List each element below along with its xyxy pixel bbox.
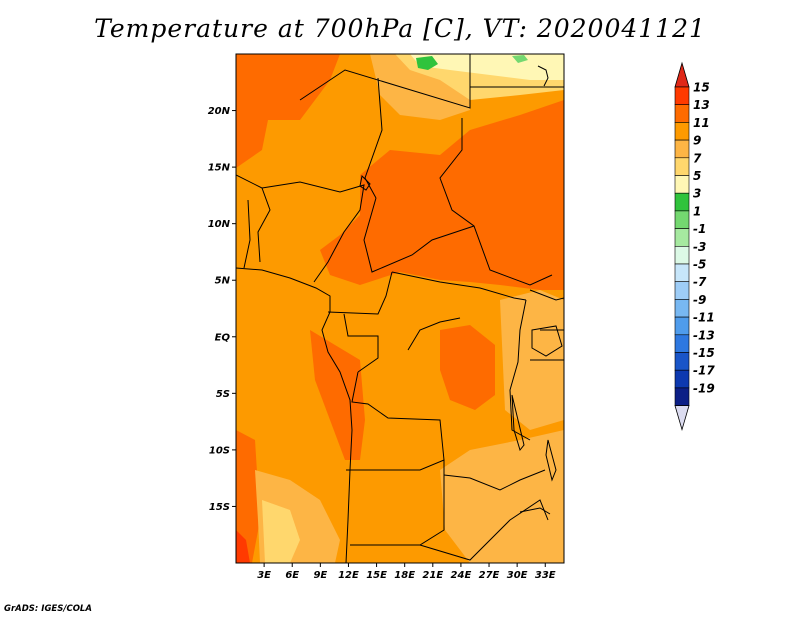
- river-congo: [407, 317, 461, 351]
- field-region-sw-corner: [236, 530, 250, 563]
- colorbar-swatch: [674, 139, 690, 159]
- lake-kariba: [519, 507, 551, 515]
- border-benin-togo: [243, 199, 251, 269]
- colorbar-label: -5: [693, 258, 706, 272]
- border-angola: [346, 459, 445, 546]
- lon-tick-label: 27E: [479, 570, 500, 581]
- colorbar-swatch: [674, 210, 690, 229]
- lon-tick-label: 12E: [338, 570, 359, 581]
- temperature-field: [236, 54, 564, 563]
- colorbar-label: 15: [693, 81, 710, 95]
- field-region-green-patch-2: [512, 55, 528, 63]
- longitude-axis: 3E 6E 9E 12E 15E 18E 21E 24E 27E 30E 33E: [257, 563, 556, 581]
- colorbar-label: 7: [693, 151, 702, 165]
- colorbar-label: -1: [693, 222, 706, 236]
- colorbar-label: 3: [693, 187, 701, 201]
- colorbar-swatch: [674, 157, 690, 176]
- lat-tick-label: 5S: [216, 389, 230, 400]
- colorbar-label: -13: [693, 328, 715, 342]
- lon-tick-label: 3E: [257, 570, 271, 581]
- lat-tick-label: 10S: [209, 445, 230, 456]
- lake-tanganyika: [511, 394, 525, 452]
- border-gabon-congo: [343, 313, 379, 373]
- lake-victoria: [531, 325, 563, 357]
- colorbar-swatch: [674, 263, 690, 283]
- lat-tick-label: 20N: [208, 106, 231, 117]
- coastline: [236, 267, 353, 563]
- colorbar-label: 11: [693, 116, 710, 130]
- border-east-1: [529, 289, 564, 301]
- field-region-green-patch: [416, 56, 438, 70]
- lat-tick-label: 15N: [208, 163, 231, 174]
- colorbar-label: -9: [693, 293, 706, 307]
- border-chad-car: [363, 197, 475, 273]
- grads-credit: GrADS: IGES/COLA: [4, 604, 92, 614]
- colorbar-top-arrow: [674, 61, 690, 88]
- map-title: Temperature at 700hPa [C], VT: 202004112…: [94, 14, 706, 43]
- colorbar: 15 13 11 9 7 5 3 1 -1 -3 -5 -7 -9 -11 -13 -15 -17 -19: [674, 61, 715, 432]
- border-nigeria: [261, 181, 365, 283]
- border-zambia: [443, 469, 546, 491]
- border-drc-north: [391, 271, 527, 301]
- field-region-central: [320, 100, 564, 290]
- red-sea-coast: [537, 65, 549, 87]
- border-drc-west: [351, 371, 445, 461]
- field-region-southeast: [440, 430, 564, 563]
- lon-tick-label: 24E: [451, 570, 472, 581]
- colorbar-label: -11: [693, 311, 715, 325]
- colorbar-swatch: [674, 334, 690, 353]
- colorbar-label: -19: [693, 381, 715, 395]
- field-region-nw: [236, 54, 340, 168]
- field-region-southwest-light-2: [262, 500, 300, 563]
- colorbar-label: -3: [693, 240, 706, 254]
- map-frame: [235, 53, 565, 564]
- lon-tick-label: 9E: [313, 570, 327, 581]
- lat-tick-label: 15S: [209, 502, 230, 513]
- colorbar-label: 5: [693, 169, 701, 183]
- lon-tick-label: 33E: [535, 570, 556, 581]
- border-cameroon: [327, 271, 393, 315]
- colorbar-label: -15: [693, 346, 715, 360]
- colorbar-swatch: [674, 281, 690, 300]
- colorbar-swatch: [674, 228, 690, 247]
- lon-tick-label: 30E: [507, 570, 528, 581]
- field-region-congo-east: [440, 325, 495, 410]
- colorbar-swatch: [674, 352, 690, 371]
- field-region-west-coast: [310, 330, 365, 460]
- colorbar-swatch: [674, 86, 690, 106]
- colorbar-swatch: [674, 192, 690, 212]
- colorbar-swatch: [674, 246, 690, 265]
- lon-tick-label: 21E: [422, 570, 443, 581]
- border-chad-sudan: [439, 118, 553, 286]
- lat-tick-label: 10N: [208, 219, 231, 230]
- colorbar-label: 1: [693, 204, 701, 218]
- colorbar-label: -17: [693, 364, 715, 378]
- colorbar-swatch: [674, 175, 690, 194]
- latitude-axis: 20N 15N 10N 5N EQ 5S 10S 15S: [208, 106, 236, 513]
- colorbar-swatch: [674, 316, 690, 336]
- colorbar-swatch: [674, 369, 690, 389]
- colorbar-swatch: [674, 104, 690, 123]
- border-north-1: [299, 54, 471, 109]
- field-region-southwest: [236, 430, 260, 563]
- border-namibia: [419, 499, 549, 561]
- colorbar-label: 9: [693, 134, 701, 148]
- colorbar-label: -7: [693, 275, 707, 289]
- colorbar-swatch: [674, 122, 690, 141]
- lake-malawi: [545, 439, 557, 482]
- lon-tick-label: 15E: [366, 570, 387, 581]
- country-borders: [236, 54, 564, 563]
- colorbar-label: 13: [693, 98, 710, 112]
- border-north-2: [364, 77, 383, 199]
- lon-tick-label: 6E: [285, 570, 299, 581]
- lat-tick-label: 5N: [215, 276, 231, 287]
- border-west: [236, 174, 271, 263]
- lake-chad: [359, 174, 371, 191]
- lon-tick-label: 18E: [394, 570, 415, 581]
- colorbar-bottom-arrow: [674, 405, 690, 432]
- colorbar-swatch: [674, 299, 690, 318]
- colorbar-swatch: [674, 387, 690, 406]
- lat-tick-label: EQ: [215, 332, 231, 343]
